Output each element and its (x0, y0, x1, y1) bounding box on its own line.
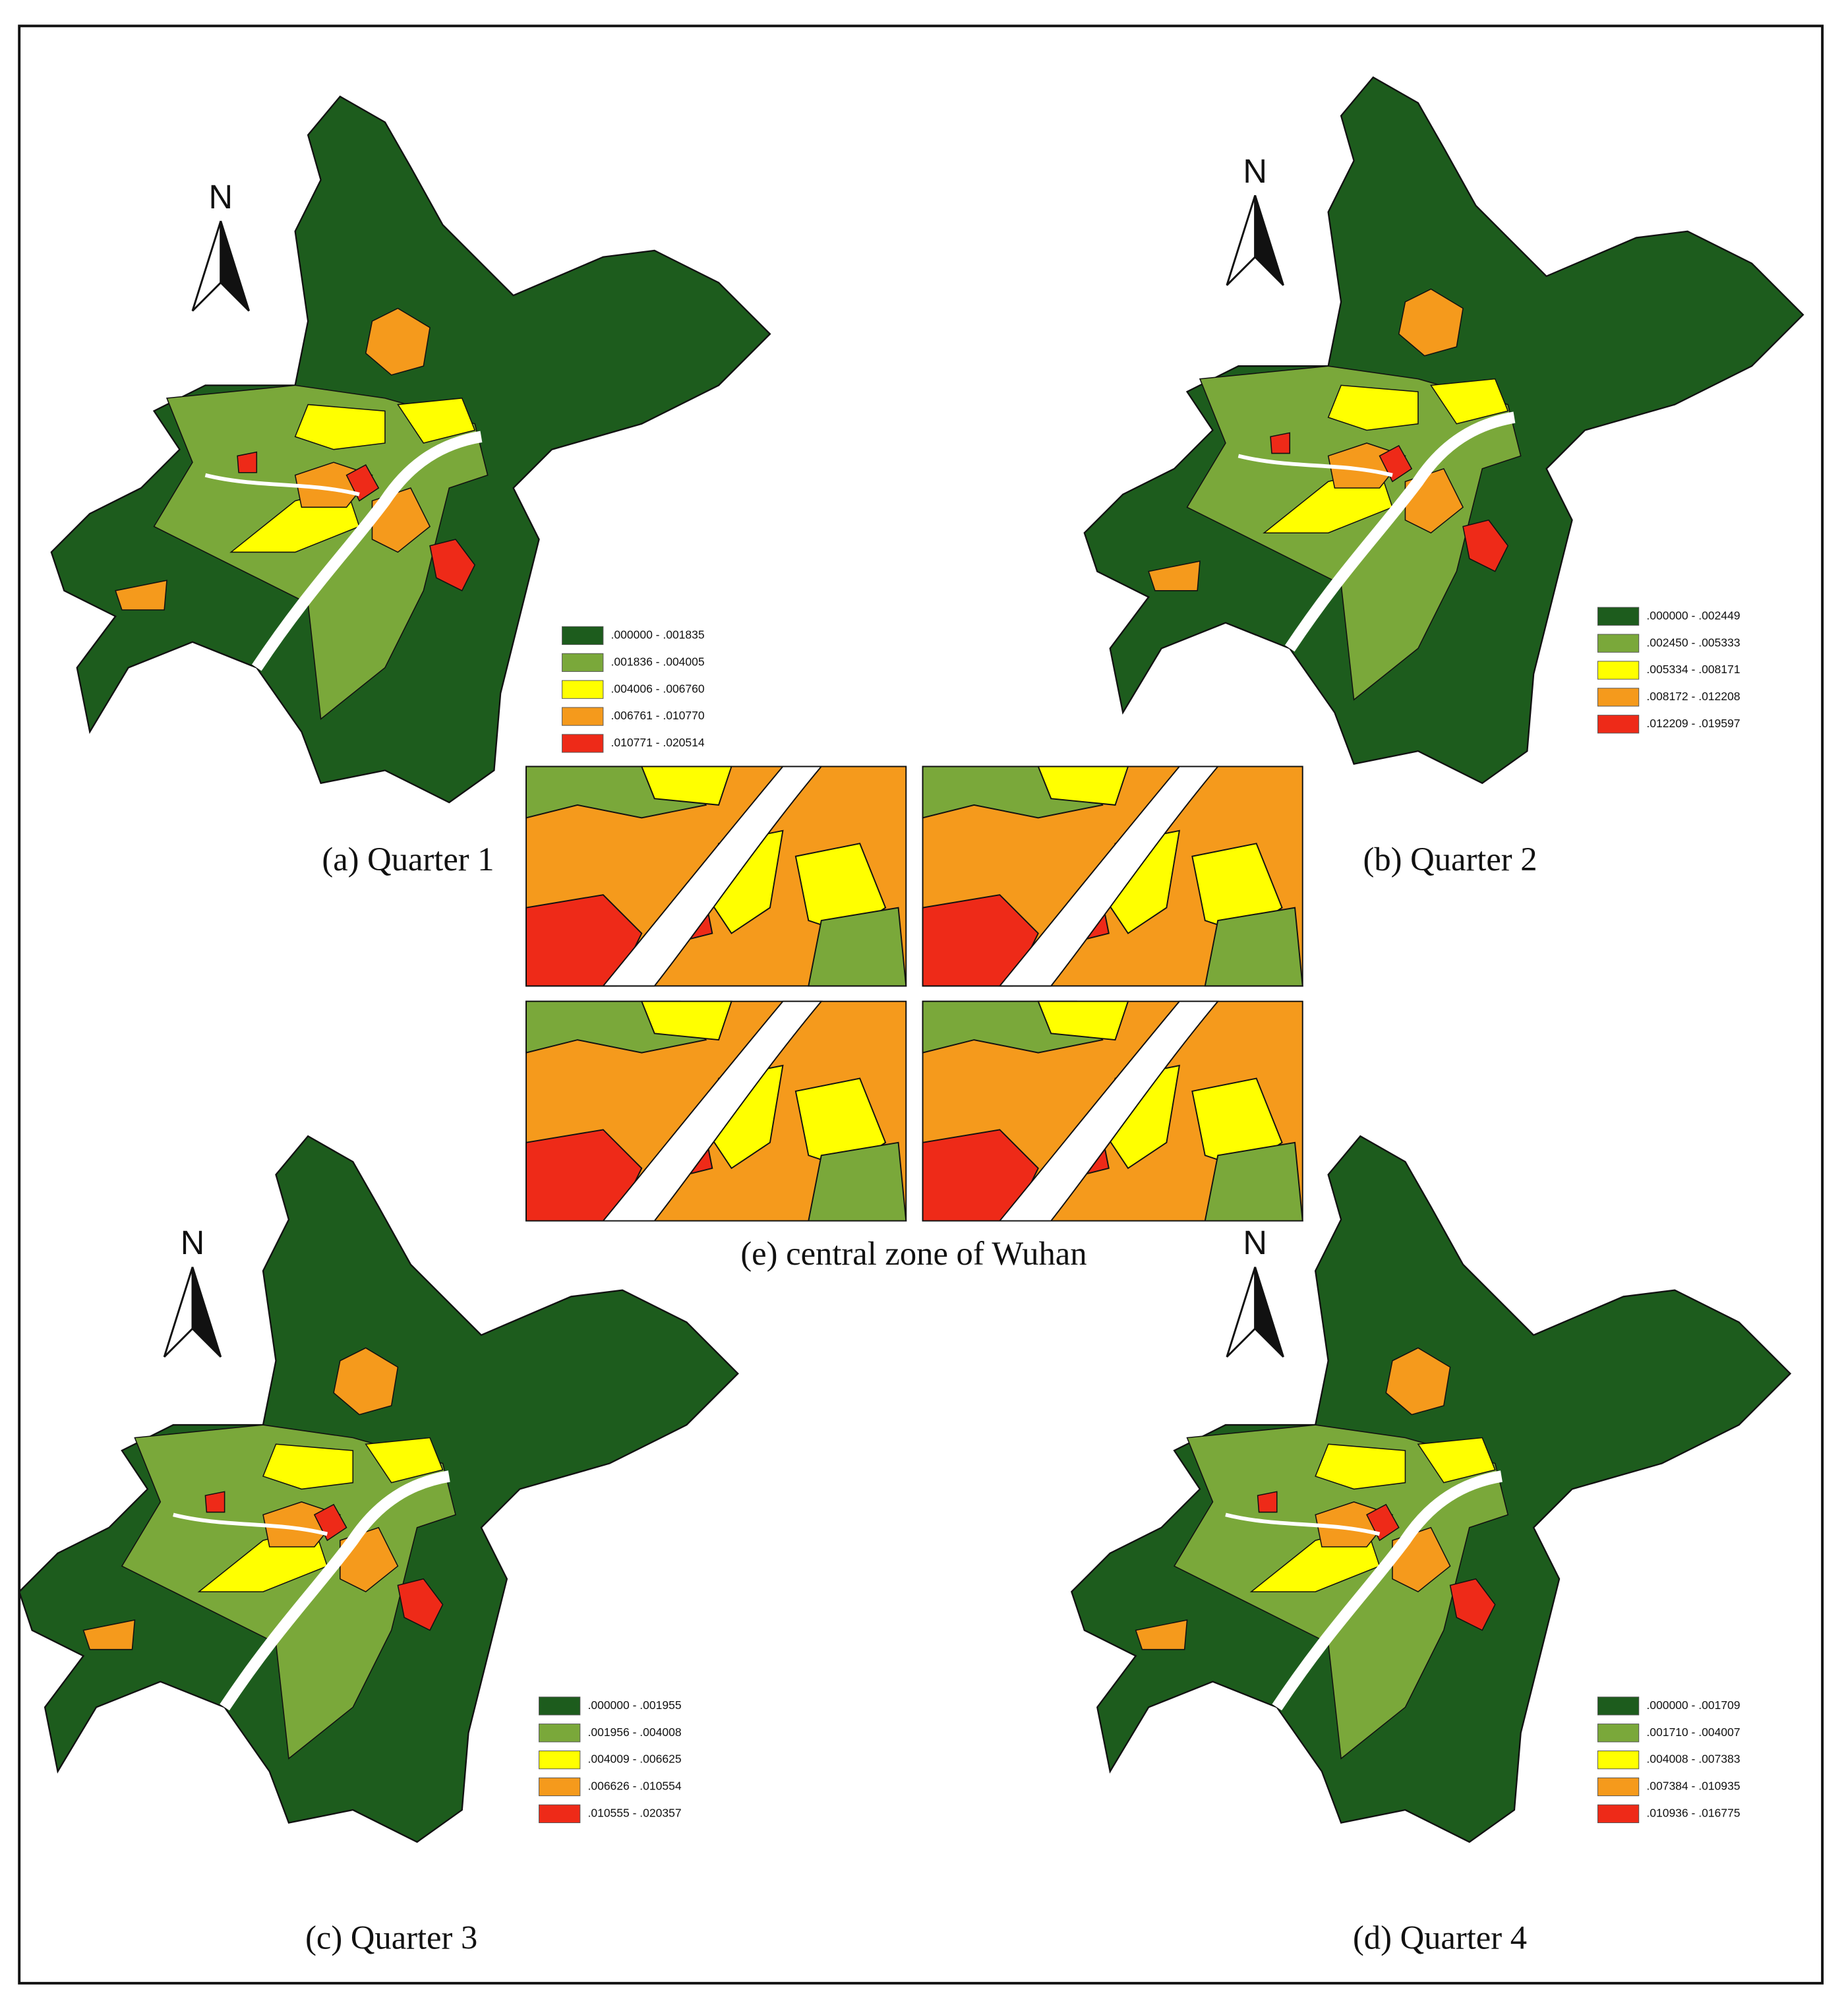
legend-label: .004009 - .006625 (588, 1753, 682, 1766)
panel-caption: (a) Quarter 1 (322, 841, 494, 878)
legend-label: .012209 - .019597 (1646, 717, 1740, 730)
legend-swatch (562, 653, 604, 672)
legend-swatch (562, 680, 604, 699)
inset-q4 (922, 1000, 1303, 1222)
legend-swatch (539, 1777, 581, 1797)
legend-label: .001710 - .004007 (1646, 1726, 1740, 1739)
legend-label: .000000 - .001709 (1646, 1698, 1740, 1712)
north-label: N (1243, 152, 1267, 190)
legend-swatch (1597, 634, 1640, 653)
legend-swatch (1597, 1750, 1640, 1770)
legend-swatch (1597, 1724, 1640, 1743)
legend-swatch (1597, 1777, 1640, 1797)
north-label: N (1243, 1224, 1267, 1261)
legend-label: .001836 - .004005 (611, 655, 705, 668)
legend-label: .004006 - .006760 (611, 682, 705, 695)
legend-swatch (562, 707, 604, 726)
north-arrow-right (191, 1267, 222, 1358)
legend-label: .007384 - .010935 (1646, 1780, 1740, 1793)
central-caption: (e) central zone of Wuhan (740, 1235, 1087, 1272)
north-label: N (181, 1224, 205, 1261)
legend-swatch (1597, 1697, 1640, 1716)
legend-swatch (1597, 715, 1640, 734)
north-label: N (209, 178, 233, 216)
panel-caption: (b) Quarter 2 (1363, 841, 1537, 878)
panel-caption: (d) Quarter 4 (1353, 1919, 1527, 1956)
legend-label: .008172 - .012208 (1646, 690, 1740, 703)
legend-label: .004008 - .007383 (1646, 1753, 1740, 1766)
legend-label: .001956 - .004008 (588, 1726, 682, 1739)
legend-label: .000000 - .001835 (611, 628, 705, 642)
inset-q1 (525, 766, 907, 987)
legend-swatch (562, 626, 604, 646)
north-arrow-right (1254, 195, 1284, 286)
legend-swatch (539, 1697, 581, 1716)
legend-swatch (539, 1724, 581, 1743)
legend-label: .000000 - .001955 (588, 1698, 682, 1712)
legend-label: .000000 - .002449 (1646, 609, 1740, 622)
north-arrow-right (220, 220, 251, 312)
legend-swatch (1597, 1804, 1640, 1823)
inset-q2 (922, 766, 1303, 987)
legend-label: .006761 - .010770 (611, 709, 705, 722)
legend-swatch (1597, 688, 1640, 707)
legend-swatch (539, 1804, 581, 1823)
legend-swatch (1597, 661, 1640, 680)
legend-label: .010771 - .020514 (611, 736, 705, 749)
legend-swatch (539, 1750, 581, 1770)
legend-label: .010555 - .020357 (588, 1806, 682, 1819)
legend-label: .005334 - .008171 (1646, 663, 1740, 676)
north-arrow-right (1254, 1267, 1284, 1358)
panel-caption: (c) Quarter 3 (305, 1919, 477, 1956)
inset-q3 (525, 1000, 907, 1222)
legend-swatch (1597, 607, 1640, 626)
legend-label: .010936 - .016775 (1646, 1806, 1740, 1819)
legend-label: .006626 - .010554 (588, 1780, 682, 1793)
legend-swatch (562, 734, 604, 753)
legend-label: .002450 - .005333 (1646, 636, 1740, 649)
